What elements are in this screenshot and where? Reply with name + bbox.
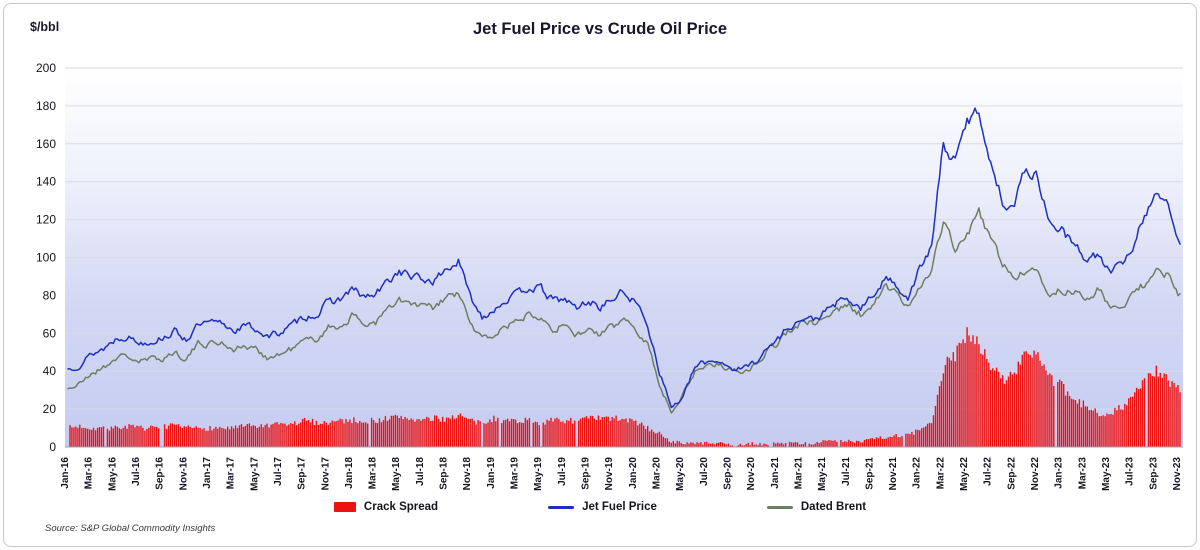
svg-text:Jul-22: Jul-22	[983, 457, 994, 486]
dated-brent-swatch-icon	[766, 505, 793, 509]
svg-text:Nov-17: Nov-17	[320, 457, 331, 491]
svg-text:Sep-20: Sep-20	[722, 457, 733, 490]
svg-text:140: 140	[36, 175, 56, 189]
svg-text:Mar-20: Mar-20	[651, 457, 662, 490]
svg-text:Mar-17: Mar-17	[226, 457, 237, 490]
legend: Crack Spread Jet Fuel Price Dated Brent	[0, 501, 1200, 513]
svg-text:Jan-21: Jan-21	[770, 457, 781, 489]
svg-text:Nov-23: Nov-23	[1172, 457, 1183, 491]
svg-text:Jul-20: Jul-20	[699, 457, 710, 486]
svg-text:Nov-20: Nov-20	[746, 457, 757, 491]
legend-item-dated-brent: Dated Brent	[766, 501, 867, 513]
svg-text:Nov-18: Nov-18	[462, 457, 473, 491]
svg-text:Mar-19: Mar-19	[510, 457, 521, 490]
y-axis-unit-label: $/bbl	[30, 20, 60, 34]
legend-item-crack-spread: Crack Spread	[333, 501, 439, 513]
svg-text:Jul-18: Jul-18	[415, 457, 426, 486]
svg-text:Sep-19: Sep-19	[581, 457, 592, 490]
svg-text:May-21: May-21	[817, 457, 828, 491]
svg-text:Jan-19: Jan-19	[486, 457, 497, 489]
svg-text:Nov-21: Nov-21	[888, 457, 899, 491]
svg-text:May-22: May-22	[959, 457, 970, 491]
svg-text:100: 100	[36, 251, 56, 265]
svg-text:Mar-21: Mar-21	[793, 457, 804, 490]
svg-text:May-23: May-23	[1101, 457, 1112, 491]
svg-text:Sep-16: Sep-16	[155, 457, 166, 490]
svg-text:Mar-23: Mar-23	[1077, 457, 1088, 490]
svg-text:Sep-23: Sep-23	[1148, 457, 1159, 490]
svg-text:0: 0	[49, 440, 56, 454]
svg-text:60: 60	[43, 326, 57, 340]
svg-text:Jan-22: Jan-22	[912, 457, 923, 489]
svg-text:20: 20	[43, 402, 57, 416]
svg-text:Mar-16: Mar-16	[84, 457, 95, 490]
figure-border	[3, 3, 1197, 547]
svg-text:200: 200	[36, 61, 56, 75]
legend-label-dated-brent: Dated Brent	[800, 501, 867, 513]
svg-text:40: 40	[43, 364, 57, 378]
svg-text:180: 180	[36, 99, 56, 113]
svg-text:Sep-21: Sep-21	[864, 457, 875, 490]
legend-item-jet-fuel: Jet Fuel Price	[548, 501, 657, 513]
svg-text:Nov-16: Nov-16	[178, 457, 189, 491]
jet-fuel-swatch-icon	[548, 505, 575, 509]
svg-text:Jan-23: Jan-23	[1054, 457, 1065, 489]
svg-text:Jan-16: Jan-16	[60, 457, 71, 489]
svg-text:120: 120	[36, 213, 56, 227]
crack-spread-swatch-icon	[333, 502, 356, 512]
svg-text:Sep-18: Sep-18	[439, 457, 450, 490]
svg-text:Nov-19: Nov-19	[604, 457, 615, 491]
svg-text:Sep-22: Sep-22	[1006, 457, 1017, 490]
svg-text:Mar-22: Mar-22	[935, 457, 946, 490]
svg-text:Jul-17: Jul-17	[273, 457, 284, 486]
svg-text:Nov-22: Nov-22	[1030, 457, 1041, 491]
svg-text:Jul-19: Jul-19	[557, 457, 568, 486]
svg-text:May-19: May-19	[533, 457, 544, 491]
svg-text:Sep-17: Sep-17	[297, 457, 308, 490]
svg-text:160: 160	[36, 137, 56, 151]
price-chart-svg: 0 20 40 60 80 100 120 140 160 180 200 Jan-16 Mar-16 M…	[36, 61, 1183, 491]
legend-label-jet-fuel: Jet Fuel Price	[582, 501, 657, 513]
svg-text:Jan-17: Jan-17	[202, 457, 213, 489]
legend-label-crack-spread: Crack Spread	[363, 501, 439, 513]
svg-text:80: 80	[43, 288, 57, 302]
svg-text:Mar-18: Mar-18	[368, 457, 379, 490]
plot-area-wrap: 0 20 40 60 80 100 120 140 160 180 200 Jan-16 Mar-16 M…	[0, 55, 1200, 505]
svg-text:Jan-18: Jan-18	[344, 457, 355, 489]
svg-text:Jan-20: Jan-20	[628, 457, 639, 489]
svg-text:Jul-16: Jul-16	[131, 457, 142, 486]
svg-text:May-16: May-16	[107, 457, 118, 491]
svg-text:Jul-21: Jul-21	[841, 457, 852, 486]
svg-text:May-18: May-18	[391, 457, 402, 491]
svg-text:May-20: May-20	[675, 457, 686, 491]
source-note: Source: S&P Global Commodity Insights	[45, 523, 216, 534]
svg-text:Jul-23: Jul-23	[1125, 457, 1136, 486]
chart-title: Jet Fuel Price vs Crude Oil Price	[472, 20, 728, 38]
svg-text:May-17: May-17	[249, 457, 260, 491]
